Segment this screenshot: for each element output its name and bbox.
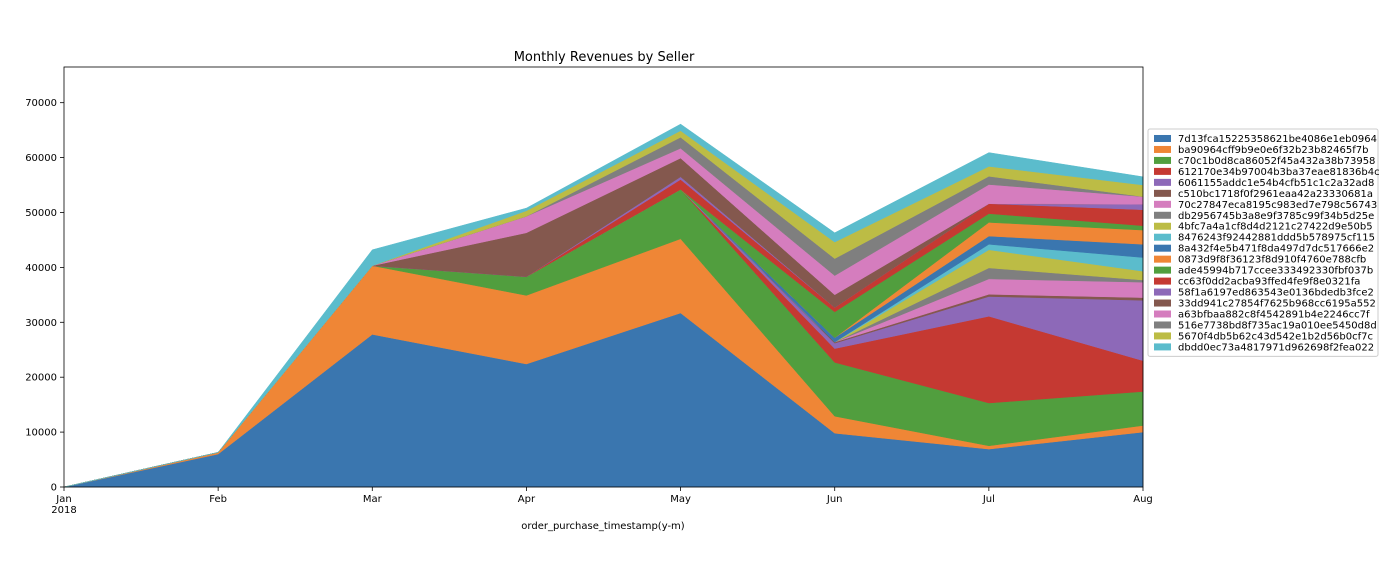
legend-swatch [1154, 145, 1171, 153]
legend-entry: db2956745b3a8e9f3785c99f34b5d25e [1178, 211, 1374, 222]
legend-entry: c70c1b0d8ca86052f45a432a38b73958 [1178, 156, 1375, 167]
x-tick-label: Mar [363, 494, 383, 505]
x-tick-label: May [670, 494, 691, 505]
legend-entry: 70c27847eca8195c983ed7e798c56743 [1178, 200, 1377, 211]
legend-entry: c510bc1718f0f2961eaa42a23330681a [1178, 189, 1373, 200]
legend-entry: 33dd941c27854f7625b968cc6195a552 [1178, 299, 1376, 310]
legend-entry: 0873d9f8f36123f8d910f4760e788cfb [1178, 255, 1366, 266]
y-tick-label: 30000 [25, 318, 57, 329]
legend-swatch [1154, 134, 1171, 142]
legend-entry: 6061155addc1e54b4cfb51c1c2a32ad8 [1178, 178, 1374, 189]
legend-swatch [1154, 266, 1171, 274]
legend-entry: 7d13fca15225358621be4086e1eb0964 [1178, 134, 1377, 145]
legend-swatch [1154, 211, 1171, 219]
y-axis: 0 10000 20000 30000 40000 50000 60000 70000 [25, 98, 64, 494]
y-tick-label: 50000 [25, 208, 57, 219]
legend-entry: 58f1a6197ed863543e0136bdedb3fce2 [1178, 288, 1374, 299]
x-tick-label: Jan [55, 494, 71, 505]
y-tick-label: 60000 [25, 153, 57, 164]
legend-entry: 516e7738bd8f735ac19a010ee5450d8d [1178, 320, 1377, 331]
chart-title: Monthly Revenues by Seller [514, 50, 695, 65]
legend-swatch [1154, 167, 1171, 175]
legend-swatch [1154, 277, 1171, 285]
legend-swatch [1154, 255, 1171, 263]
y-tick-label: 40000 [25, 263, 57, 274]
legend-swatch [1154, 332, 1171, 340]
y-tick-label: 70000 [25, 98, 57, 109]
legend-entry: dbdd0ec73a4817971d962698f2fea022 [1178, 342, 1374, 353]
x-tick-label: Jun [826, 494, 843, 505]
x-tick-label: Apr [518, 494, 536, 505]
x-tick-label: Aug [1133, 494, 1153, 505]
legend-swatch [1154, 189, 1171, 197]
legend-swatch [1154, 299, 1171, 307]
legend-entry: cc63f0dd2acba93ffed4fe9f8e0321fa [1178, 277, 1360, 288]
y-tick-label: 0 [51, 483, 57, 494]
x-axis-label: order_purchase_timestamp(y-m) [521, 521, 685, 532]
legend-swatch [1154, 156, 1171, 164]
legend-entry: 612170e34b97004b3ba37eae81836b4c [1178, 167, 1380, 178]
x-tick-label: Jul [982, 494, 995, 505]
legend-entry: ba90964cff9b9e0e6f32b23b82465f7b [1178, 145, 1368, 156]
y-tick-label: 20000 [25, 373, 57, 384]
legend-swatch [1154, 288, 1171, 296]
legend-swatch [1154, 310, 1171, 318]
legend-frame [1147, 128, 1379, 357]
x-tick-label: 2018 [51, 505, 76, 516]
legend-entry: a63bfbaa882c8f4542891b4e2246cc7f [1178, 310, 1370, 321]
legend-swatch [1154, 343, 1171, 351]
legend-entry: 5670f4db5b62c43d542e1b2d56b0cf7c [1178, 331, 1373, 342]
legend-swatch [1154, 244, 1171, 252]
legend-entry: 8476243f92442881ddd5b578975cf115 [1178, 233, 1375, 244]
legend-entry: 4bfc7a4a1cf8d4d2121c27422d9e50b5 [1178, 222, 1373, 233]
legend-swatch [1154, 178, 1171, 186]
legend-swatch [1154, 321, 1171, 329]
legend: 7d13fca15225358621be4086e1eb0964ba90964c… [1147, 128, 1380, 357]
legend-swatch [1154, 222, 1171, 230]
legend-swatch [1154, 233, 1171, 241]
x-tick-label: Feb [209, 494, 227, 505]
legend-entry: ade45994b717ccee333492330fbf037b [1178, 266, 1373, 277]
legend-swatch [1154, 200, 1171, 208]
y-tick-label: 10000 [25, 428, 57, 439]
plot-frame [63, 66, 1144, 488]
area-layer [63, 123, 1144, 488]
legend-entry: 8a432f4e5b471f8da497d7dc517666e2 [1178, 244, 1374, 255]
